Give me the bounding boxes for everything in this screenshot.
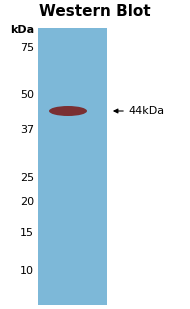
Text: 44kDa: 44kDa <box>128 106 164 116</box>
Text: 25: 25 <box>20 173 34 183</box>
Text: 37: 37 <box>20 125 34 135</box>
Text: kDa: kDa <box>10 25 34 35</box>
Text: 75: 75 <box>20 43 34 53</box>
Text: 10: 10 <box>20 266 34 276</box>
Text: 50: 50 <box>20 90 34 100</box>
Text: 20: 20 <box>20 197 34 207</box>
Text: 15: 15 <box>20 228 34 238</box>
Ellipse shape <box>49 106 87 116</box>
Bar <box>38 28 107 305</box>
Text: Western Blot: Western Blot <box>39 5 151 19</box>
